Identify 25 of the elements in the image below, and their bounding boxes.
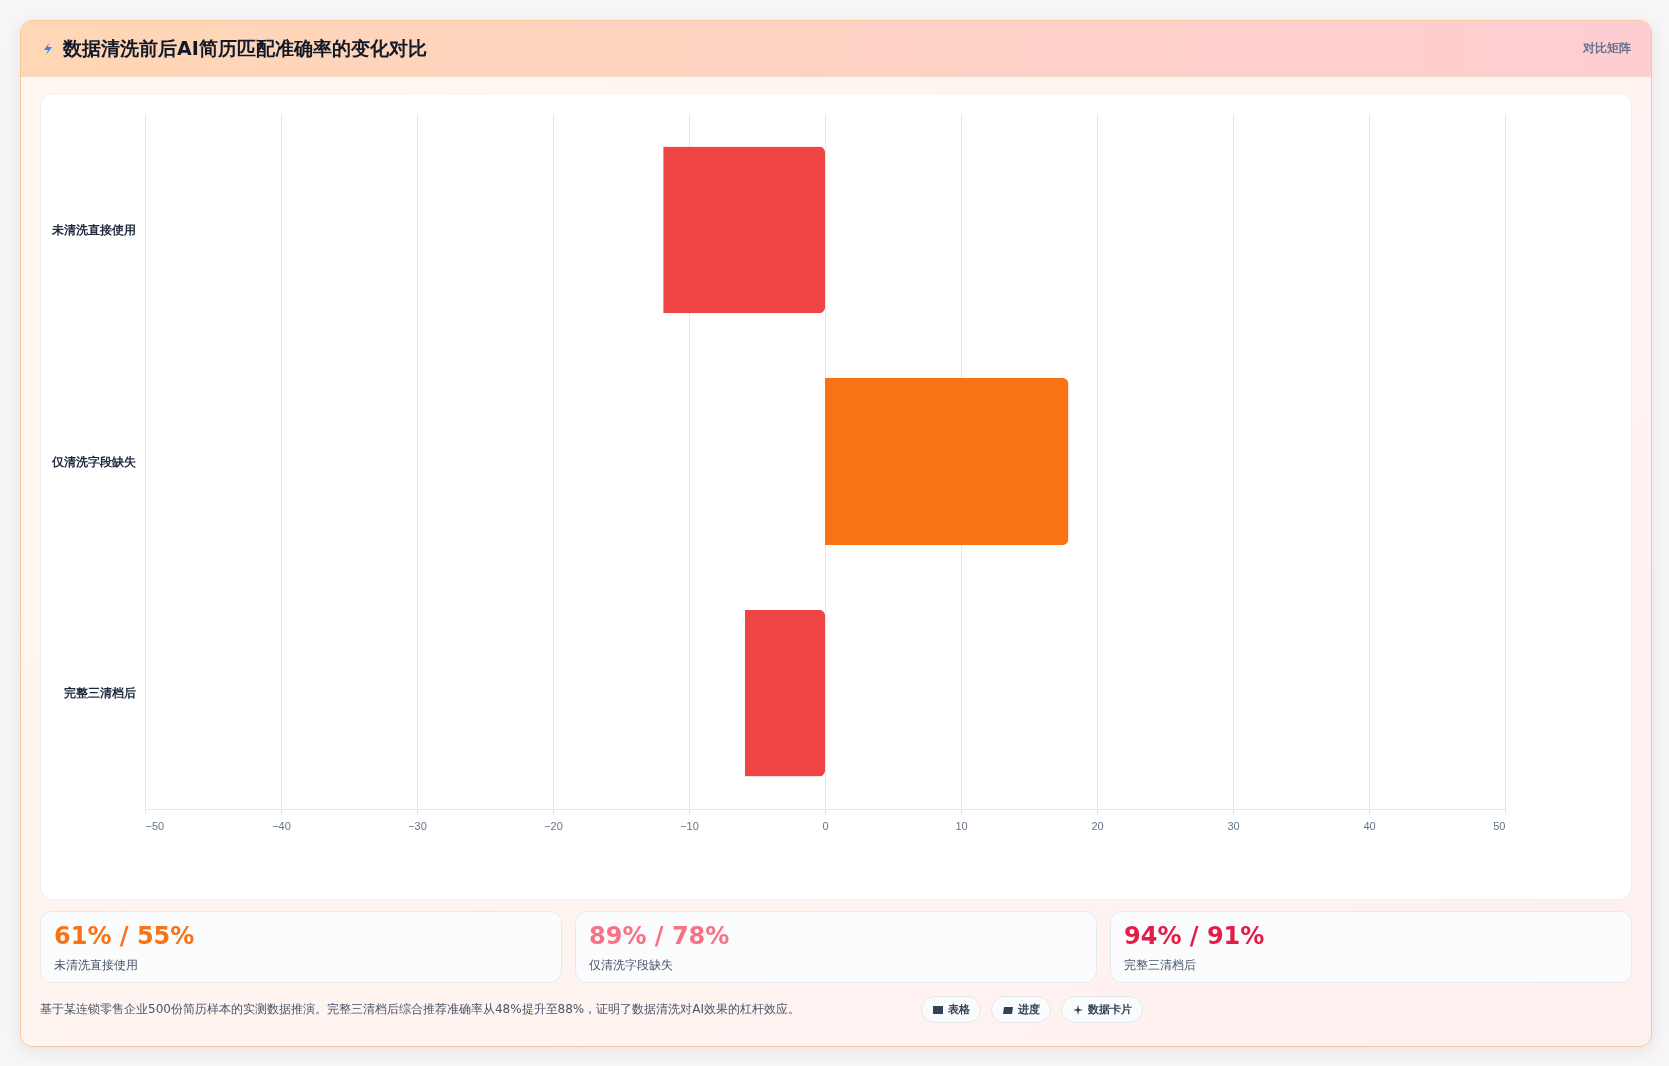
x-tick-label: 20 (1091, 819, 1104, 832)
x-tick-label: 0 (822, 819, 829, 832)
text: 完整三清档后 (1124, 957, 1196, 974)
text: 61% / 55% (54, 922, 195, 950)
x-tick-label: 40 (1363, 819, 1376, 832)
x-tick-label: −10 (680, 819, 699, 832)
x-tick-label: 10 (955, 819, 968, 832)
text: 对比矩阵 (1583, 40, 1631, 57)
x-tick-label: −30 (408, 819, 427, 832)
y-tick-label: 完整三清档后 (63, 686, 136, 701)
y-tick-label: 仅清洗字段缺失 (50, 454, 137, 469)
text: 表格 (948, 1002, 970, 1017)
text: 89% / 78% (589, 922, 730, 950)
text: 基于某连锁零售企业500份简历样本的实测数据推演。完整三清档后综合推荐准确率从48%提升至88%，证明了数据清洗对AI效果的杠杆效应。 (40, 1001, 800, 1018)
x-tick-label: −50 (145, 819, 165, 832)
x-tick-label: −40 (272, 819, 291, 832)
text: 94% / 91% (1124, 922, 1265, 950)
x-tick-label: 50 (1493, 819, 1506, 832)
chart-title: 数据清洗前后AI简历匹配准确率的变化对比 (63, 35, 427, 61)
text: 数据卡片 (1088, 1002, 1132, 1017)
x-tick-label: −20 (544, 819, 563, 832)
x-tick-label: 30 (1227, 819, 1240, 832)
text: 仅清洗字段缺失 (589, 957, 673, 974)
y-tick-label: 未清洗直接使用 (50, 222, 136, 237)
text: 进度 (1018, 1002, 1040, 1017)
